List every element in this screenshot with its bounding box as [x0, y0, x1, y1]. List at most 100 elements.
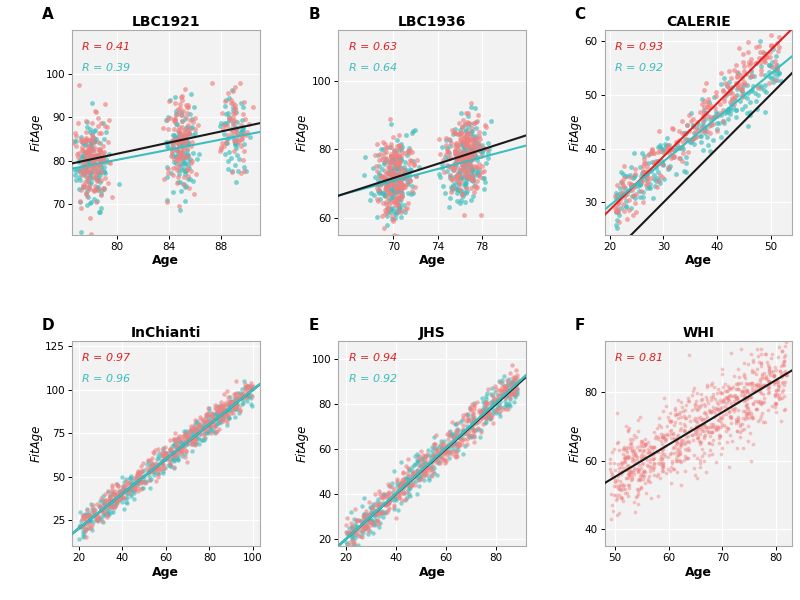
Point	[641, 163, 654, 172]
Point	[779, 370, 792, 380]
Point	[149, 464, 162, 473]
Point	[624, 443, 637, 453]
Point	[703, 114, 716, 124]
Point	[190, 155, 203, 164]
Point	[184, 110, 197, 119]
Point	[131, 467, 144, 477]
Point	[402, 483, 415, 493]
Point	[734, 427, 747, 436]
Point	[464, 141, 477, 151]
Point	[713, 433, 726, 443]
Point	[154, 464, 166, 474]
Point	[240, 381, 253, 391]
Point	[461, 132, 474, 142]
Point	[147, 467, 160, 476]
Point	[158, 454, 171, 464]
Point	[664, 449, 677, 458]
Point	[778, 356, 791, 366]
Point	[225, 153, 238, 163]
Point	[219, 149, 232, 159]
Point	[418, 461, 430, 470]
Point	[81, 191, 94, 201]
Point	[466, 166, 478, 175]
Point	[406, 479, 418, 489]
Point	[173, 139, 186, 148]
Point	[176, 91, 189, 101]
Point	[387, 485, 400, 494]
Point	[741, 392, 754, 401]
Point	[460, 140, 473, 150]
Point	[773, 391, 786, 400]
Point	[340, 520, 353, 530]
Point	[396, 496, 409, 505]
Point	[182, 121, 194, 130]
Point	[458, 140, 471, 150]
Point	[436, 160, 449, 169]
Point	[606, 469, 618, 478]
Point	[94, 139, 106, 148]
Point	[622, 196, 635, 205]
Point	[479, 414, 492, 424]
Point	[739, 378, 752, 388]
Point	[503, 368, 516, 377]
Point	[169, 133, 182, 142]
Point	[138, 476, 151, 486]
Point	[81, 504, 94, 514]
Point	[80, 167, 93, 176]
Point	[86, 505, 98, 515]
Point	[500, 386, 513, 395]
Point	[500, 383, 513, 392]
Point	[716, 364, 729, 374]
Point	[371, 186, 384, 196]
Point	[614, 469, 627, 478]
Point	[182, 434, 194, 443]
Point	[457, 146, 470, 156]
Point	[124, 471, 137, 481]
Point	[450, 419, 462, 429]
Point	[384, 156, 397, 166]
Point	[163, 459, 176, 469]
Point	[504, 393, 517, 403]
Point	[181, 109, 194, 118]
Point	[647, 455, 660, 464]
Point	[778, 333, 790, 343]
Point	[369, 150, 382, 160]
Point	[501, 401, 514, 411]
Point	[223, 398, 236, 408]
Point	[721, 437, 734, 446]
Point	[464, 174, 477, 184]
Point	[218, 389, 230, 399]
Point	[392, 154, 405, 163]
Point	[704, 407, 717, 417]
Point	[394, 178, 407, 188]
Point	[458, 442, 471, 451]
Point	[499, 404, 512, 414]
Point	[480, 398, 493, 408]
Point	[79, 188, 92, 197]
Point	[467, 416, 480, 425]
Point	[388, 176, 401, 186]
Point	[120, 474, 133, 484]
Point	[694, 395, 707, 404]
Point	[179, 112, 192, 121]
Point	[706, 439, 718, 448]
Point	[345, 526, 358, 536]
Point	[754, 70, 767, 79]
Point	[720, 393, 733, 403]
Point	[119, 486, 132, 496]
Point	[506, 377, 518, 387]
Point	[359, 522, 372, 532]
Point	[80, 116, 93, 126]
Point	[430, 443, 442, 453]
Point	[470, 182, 483, 191]
Point	[206, 79, 218, 88]
Point	[754, 400, 767, 409]
Point	[754, 388, 767, 398]
Point	[173, 437, 186, 447]
Point	[621, 171, 634, 181]
Point	[622, 442, 634, 452]
Point	[662, 143, 675, 153]
Point	[81, 149, 94, 158]
Point	[731, 426, 744, 436]
Point	[386, 177, 398, 187]
